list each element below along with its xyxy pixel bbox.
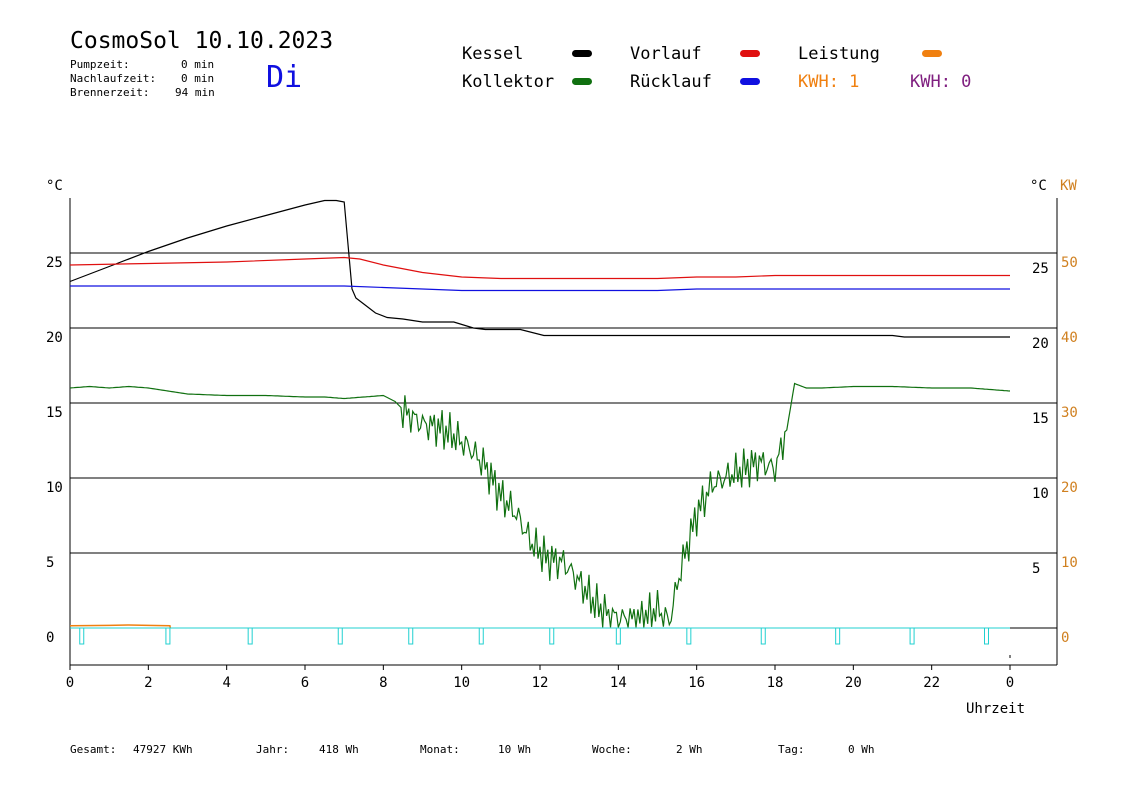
pump-time-label: Pumpzeit:	[70, 58, 130, 71]
x-tick-label: 8	[379, 675, 387, 691]
y-right-tick-label: 15	[1032, 411, 1049, 427]
pump-pulse-9	[760, 627, 766, 645]
y-left-tick-label: 20	[46, 330, 63, 346]
legend-ruecklauf-swatch	[740, 78, 760, 85]
pump-pulse-3	[337, 627, 343, 645]
pump-pulse-1	[165, 627, 171, 645]
footer-total-value: 47927 KWh	[133, 743, 193, 756]
x-tick-label: 14	[610, 675, 627, 691]
y-right-tick-label: 5	[1032, 561, 1040, 577]
pump-pulse-0	[79, 627, 85, 645]
footer-week-value: 2 Wh	[676, 743, 703, 756]
series-kessel	[69, 199, 1010, 338]
y-left-tick-label: 15	[46, 405, 63, 421]
x-tick-label: 12	[532, 675, 549, 691]
x-tick-label: 16	[688, 675, 705, 691]
y-kw-tick-label: 0	[1061, 630, 1069, 646]
series-lines	[69, 199, 1011, 629]
footer-week-label: Woche:	[592, 743, 632, 756]
legend-leistung-swatch	[922, 50, 942, 57]
footer-year-value: 418 Wh	[319, 743, 359, 756]
y-kw-tick-label: 10	[1061, 555, 1078, 571]
x-tick-label: 18	[767, 675, 784, 691]
kw-axis-unit: KW	[1060, 178, 1077, 194]
pump-pulse-2	[247, 627, 253, 645]
pump-pulse-8	[686, 627, 692, 645]
x-tick-label: 2	[144, 675, 152, 691]
y-right-tick-label: 20	[1032, 336, 1049, 352]
kwh-counter-2: KWH: 0	[910, 72, 972, 92]
y-kw-tick-label: 30	[1061, 405, 1078, 421]
legend-kessel-label: Kessel	[462, 44, 524, 64]
axes	[69, 198, 1058, 670]
pump-time-value: 0 min	[181, 58, 215, 71]
footer-total-label: Gesamt:	[70, 743, 117, 756]
pump-pulses	[70, 627, 1010, 645]
legend-vorlauf-swatch	[740, 50, 760, 57]
x-tick-label: 6	[301, 675, 309, 691]
footer-month-value: 10 Wh	[498, 743, 532, 756]
x-tick-label: 0	[66, 675, 74, 691]
pump-pulse-12	[984, 627, 989, 645]
y-kw-tick-label: 20	[1061, 480, 1078, 496]
legend-vorlauf-label: Vorlauf	[630, 44, 702, 64]
weekday-label: Di	[266, 60, 303, 95]
y-right-tick-label: 25	[1032, 261, 1049, 277]
pump-pulse-6	[549, 627, 555, 645]
left-axis-unit: °C	[46, 178, 63, 194]
series-ruecklauf	[70, 285, 1010, 292]
footer-month-label: Monat:	[420, 743, 460, 756]
series-vorlauf	[69, 256, 1010, 280]
y-left-tick-label: 5	[46, 555, 54, 571]
y-kw-tick-label: 50	[1061, 255, 1078, 271]
pump-pulse-11	[909, 627, 915, 645]
legend-ruecklauf-label: Rücklauf	[630, 72, 712, 92]
afterrun-time-label: Nachlaufzeit:	[70, 72, 157, 85]
pump-pulse-4	[408, 627, 414, 645]
y-right-tick-label: 10	[1032, 486, 1049, 502]
series-kollektor	[69, 382, 1011, 628]
footer-day-value: 0 Wh	[848, 743, 875, 756]
pump-pulse-7	[615, 627, 621, 645]
x-tick-label: 20	[845, 675, 862, 691]
legend-leistung-label: Leistung	[798, 44, 880, 64]
pump-pulse-5	[478, 627, 484, 645]
footer-day-label: Tag:	[778, 743, 805, 756]
y-kw-tick-label: 40	[1061, 330, 1078, 346]
y-left-tick-label: 25	[46, 255, 63, 271]
y-left-tick-label: 0	[46, 630, 54, 646]
footer-year-label: Jahr:	[256, 743, 290, 756]
right-axis-unit: °C	[1030, 178, 1047, 194]
x-tick-label: 0	[1006, 675, 1014, 691]
x-tick-label: 4	[222, 675, 230, 691]
tick-labels: 0 2 4 6 8 10 12 14 16 18 20 22 0 0 5 10 15 20 25 5 10 15 20 25 0…	[46, 255, 1078, 691]
burner-time-value: 94 min	[175, 86, 215, 99]
series-leistung	[69, 624, 172, 629]
afterrun-time-value: 0 min	[181, 72, 215, 85]
legend-kollektor-label: Kollektor	[462, 72, 555, 92]
x-axis-title: Uhrzeit	[966, 701, 1026, 717]
grid-lines	[70, 252, 1057, 629]
kwh-counter-1: KWH: 1	[798, 72, 860, 92]
y-left-tick-label: 10	[46, 480, 63, 496]
legend-kessel-swatch	[572, 50, 592, 57]
pump-pulse-10	[835, 627, 841, 645]
legend-kollektor-swatch	[572, 78, 592, 85]
burner-time-label: Brennerzeit:	[70, 86, 150, 99]
page-title: CosmoSol 10.10.2023	[70, 28, 334, 54]
x-tick-label: 22	[923, 675, 940, 691]
x-tick-label: 10	[453, 675, 470, 691]
